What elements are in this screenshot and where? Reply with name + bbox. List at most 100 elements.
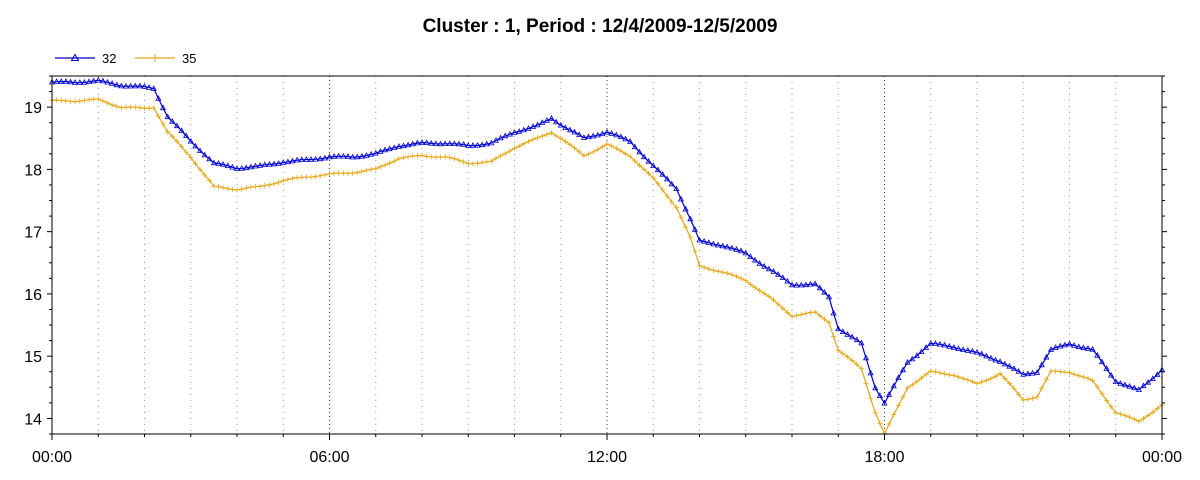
legend-entry-35: 35 (135, 51, 196, 66)
series-point-35 (854, 361, 860, 367)
series-point-35 (289, 175, 296, 181)
series-point-32 (442, 140, 449, 146)
series-point-32 (312, 155, 319, 162)
series-point-35 (266, 182, 272, 188)
series-point-35 (151, 105, 157, 111)
series-point-35 (81, 97, 87, 104)
series-point-32 (636, 148, 643, 155)
series-point-32 (136, 82, 143, 89)
series-point-35 (86, 97, 92, 103)
series-point-32 (257, 162, 264, 168)
series-point-35 (955, 374, 962, 380)
series-point-35 (909, 382, 915, 388)
series-point-35 (498, 153, 504, 159)
series-point-35 (530, 136, 536, 142)
series-point-35 (794, 313, 800, 319)
series-point-35 (1122, 412, 1128, 419)
series-point-35 (562, 138, 568, 145)
y-axis: 14 15 16 17 18 19 (24, 75, 1167, 435)
series-point-35 (1039, 385, 1045, 391)
series-point-32 (275, 160, 282, 166)
series-point-35 (558, 135, 564, 142)
series-point-32 (252, 162, 259, 169)
series-point-35 (183, 149, 189, 155)
series-point-35 (67, 98, 74, 104)
series-point-35 (932, 369, 938, 375)
series-point-32 (890, 382, 897, 389)
series-point-32 (650, 162, 657, 168)
series-point-32 (645, 157, 652, 164)
series-point-32 (511, 129, 518, 135)
series-point-32 (807, 280, 814, 287)
series-point-32 (127, 82, 134, 89)
series-point-32 (53, 78, 60, 84)
series-point-35 (997, 371, 1003, 377)
series-point-32 (155, 95, 162, 101)
series-point-32 (816, 284, 823, 291)
series-point-35 (761, 290, 767, 296)
series-point-32 (400, 142, 407, 149)
series-point-32 (206, 155, 213, 162)
series-point-32 (446, 140, 453, 146)
series-point-32 (437, 140, 444, 147)
series-point-35 (239, 186, 245, 192)
series-point-35 (664, 193, 670, 199)
series-point-35 (303, 174, 309, 180)
series-point-35 (165, 129, 171, 135)
series-point-35 (1048, 368, 1054, 374)
series-point-32 (233, 165, 241, 171)
series-point-35 (1094, 384, 1100, 390)
series-point-32 (492, 136, 500, 143)
series-point-35 (479, 160, 485, 166)
series-point-35 (109, 102, 115, 108)
series-point-32 (673, 185, 680, 191)
legend-marker-32 (70, 53, 80, 61)
series-point-35 (544, 131, 550, 138)
series-point-35 (650, 175, 656, 181)
series-point-32 (724, 243, 731, 250)
series-point-35 (807, 309, 814, 316)
series-point-35 (104, 100, 111, 106)
series-point-35 (262, 183, 268, 189)
series-point-35 (211, 183, 217, 189)
series-point-35 (840, 351, 846, 357)
series-point-32 (335, 152, 342, 159)
series-point-32 (677, 195, 685, 202)
series-line-35 (51, 98, 1163, 436)
series-point-35 (484, 159, 490, 165)
series-point-35 (192, 161, 198, 167)
series-point-35 (752, 285, 758, 291)
series-point-32 (590, 132, 597, 139)
series-point-32 (825, 293, 833, 300)
series-point-32 (770, 268, 777, 274)
series-point-35 (516, 143, 522, 149)
series-point-32 (414, 139, 421, 146)
series-point-35 (942, 371, 948, 377)
series-point-32 (742, 249, 749, 256)
series-point-32 (1066, 340, 1073, 347)
series-point-35 (280, 178, 286, 184)
series-layer (48, 76, 1166, 437)
series-point-35 (433, 154, 439, 160)
series-point-32 (210, 159, 217, 166)
series-point-35 (1113, 410, 1119, 416)
x-tick-label: 12:00 (587, 449, 627, 466)
series-point-35 (363, 167, 370, 173)
series-point-35 (331, 170, 337, 176)
series-point-35 (1085, 375, 1091, 382)
legend-entry-32: 32 (55, 51, 116, 66)
series-point-32 (405, 141, 412, 148)
series-point-35 (141, 105, 148, 111)
series-point-32 (113, 81, 120, 88)
series-point-32 (576, 131, 583, 137)
series-point-35 (775, 301, 781, 307)
series-point-32 (585, 133, 592, 140)
series-point-32 (1006, 362, 1013, 369)
series-point-35 (428, 154, 434, 160)
series-point-32 (872, 384, 879, 391)
x-tick-label: 06:00 (309, 449, 349, 466)
series-point-35 (72, 99, 78, 105)
series-point-32 (85, 78, 93, 84)
series-point-35 (868, 395, 874, 401)
series-point-35 (627, 153, 633, 159)
